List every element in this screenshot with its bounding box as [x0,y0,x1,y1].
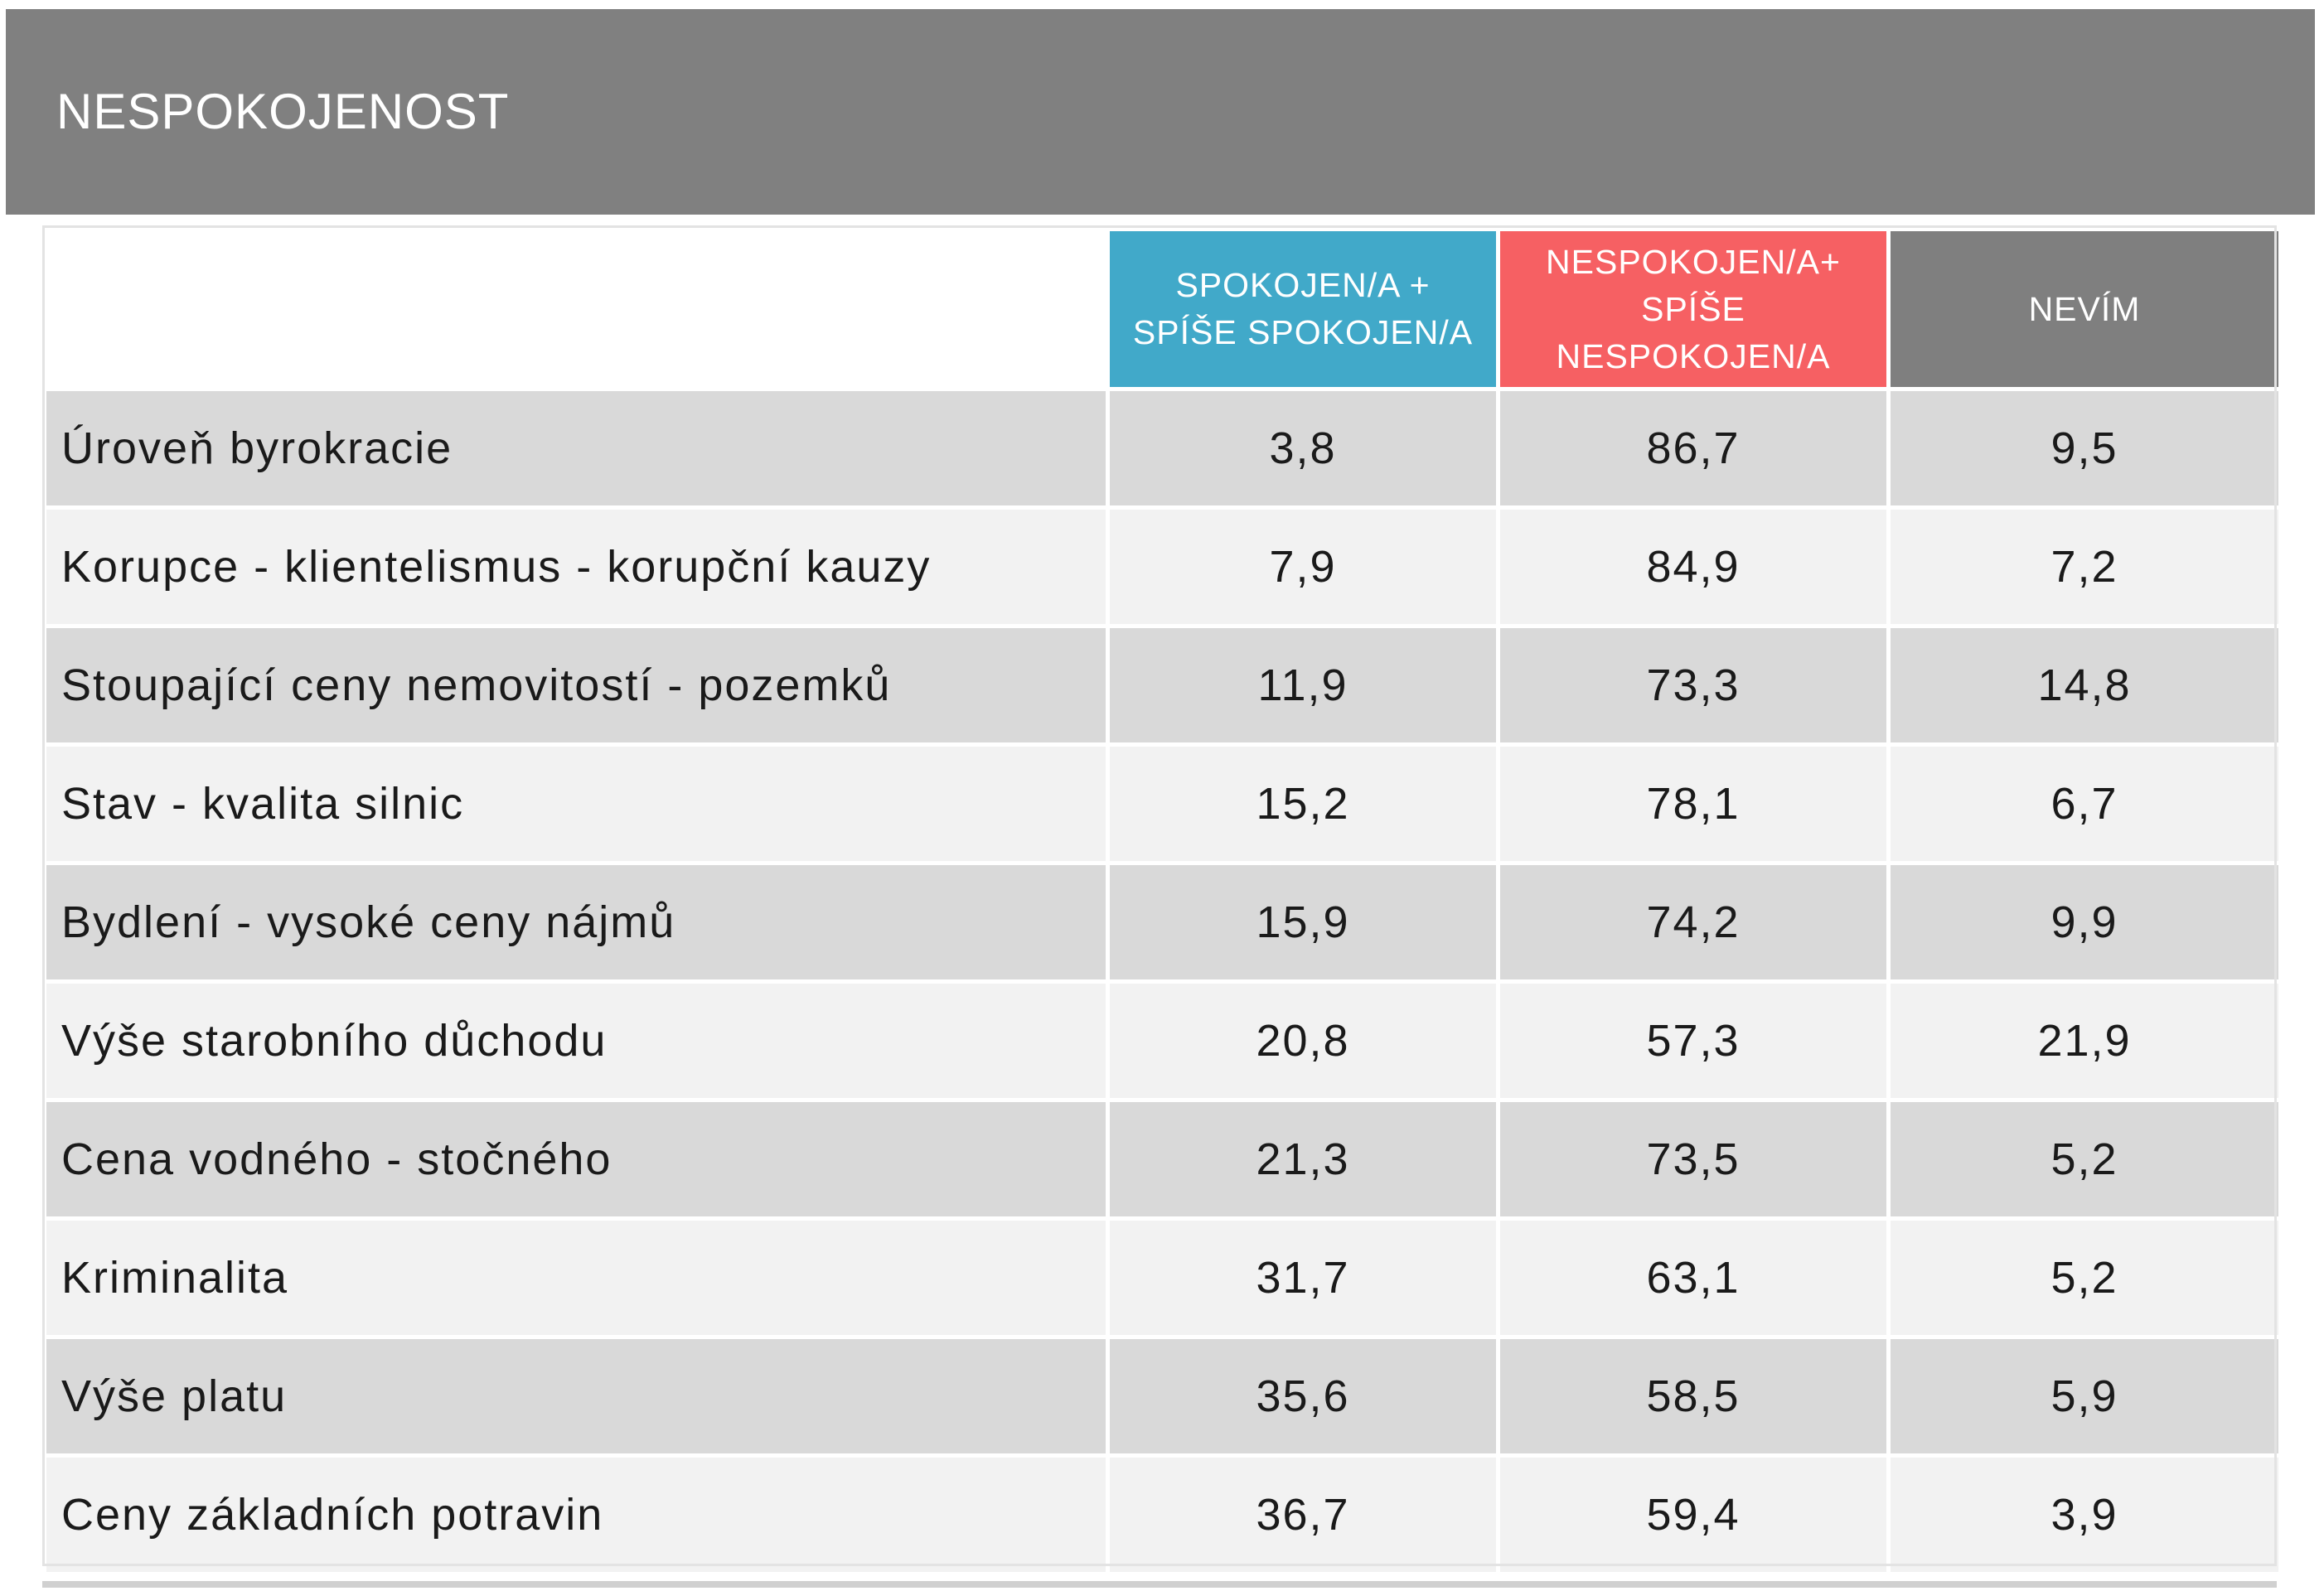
cell-value: 6,7 [1891,747,2278,861]
table-row: Kriminalita 31,7 63,1 5,2 [46,1221,2278,1335]
cell-value: 63,1 [1500,1221,1886,1335]
title: NESPOKOJENOST [56,84,510,139]
cell-value: 73,3 [1500,628,1886,742]
table-row: Stav - kvalita silnic 15,2 78,1 6,7 [46,747,2278,861]
cell-value: 11,9 [1110,628,1496,742]
row-label: Výše platu [46,1339,1106,1453]
cell-value: 7,2 [1891,510,2278,624]
table-body: Úroveň byrokracie 3,8 86,7 9,5 Korupce - kli… [46,391,2278,1572]
cell-value: 5,2 [1891,1221,2278,1335]
cell-value: 15,2 [1110,747,1496,861]
row-label: Ceny základních potravin [46,1458,1106,1572]
table-row: Ceny základních potravin 36,7 59,4 3,9 [46,1458,2278,1572]
cell-value: 31,7 [1110,1221,1496,1335]
cell-value: 57,3 [1500,984,1886,1098]
cell-value: 3,9 [1891,1458,2278,1572]
cell-value: 14,8 [1891,628,2278,742]
cell-value: 78,1 [1500,747,1886,861]
table-row: Cena vodného - stočného 21,3 73,5 5,2 [46,1102,2278,1216]
cell-value: 86,7 [1500,391,1886,505]
cell-value: 73,5 [1500,1102,1886,1216]
cell-value: 36,7 [1110,1458,1496,1572]
row-label: Kriminalita [46,1221,1106,1335]
cell-value: 35,6 [1110,1339,1496,1453]
title-bar: NESPOKOJENOST [6,9,2315,215]
cell-value: 84,9 [1500,510,1886,624]
header-blank [46,231,1106,387]
column-header: NEVÍM [1891,231,2278,387]
table-row: Korupce - klientelismus - korupční kauzy… [46,510,2278,624]
table-row: Výše starobního důchodu 20,8 57,3 21,9 [46,984,2278,1098]
row-label: Stav - kvalita silnic [46,747,1106,861]
table-row: Stoupající ceny nemovitostí - pozemků 11,… [46,628,2278,742]
cell-value: 21,9 [1891,984,2278,1098]
row-label: Bydlení - vysoké ceny nájmů [46,865,1106,979]
bottom-rule [42,1581,2277,1588]
row-label: Výše starobního důchodu [46,984,1106,1098]
cell-value: 74,2 [1500,865,1886,979]
row-label: Cena vodného - stočného [46,1102,1106,1216]
cell-value: 21,3 [1110,1102,1496,1216]
cell-value: 9,5 [1891,391,2278,505]
cell-value: 5,9 [1891,1339,2278,1453]
cell-value: 9,9 [1891,865,2278,979]
cell-value: 20,8 [1110,984,1496,1098]
row-label: Úroveň byrokracie [46,391,1106,505]
column-header: SPOKOJEN/A + SPÍŠE SPOKOJEN/A [1110,231,1496,387]
cell-value: 59,4 [1500,1458,1886,1572]
header-row: SPOKOJEN/A + SPÍŠE SPOKOJEN/A NESPOKOJEN… [46,231,2278,387]
cell-value: 7,9 [1110,510,1496,624]
row-label: Stoupající ceny nemovitostí - pozemků [46,628,1106,742]
row-label: Korupce - klientelismus - korupční kauzy [46,510,1106,624]
cell-value: 3,8 [1110,391,1496,505]
table-row: Výše platu 35,6 58,5 5,9 [46,1339,2278,1453]
cell-value: 5,2 [1891,1102,2278,1216]
column-header: NESPOKOJEN/A+ SPÍŠE NESPOKOJEN/A [1500,231,1886,387]
cell-value: 58,5 [1500,1339,1886,1453]
table-row: Úroveň byrokracie 3,8 86,7 9,5 [46,391,2278,505]
cell-value: 15,9 [1110,865,1496,979]
table-row: Bydlení - vysoké ceny nájmů 15,9 74,2 9,9 [46,865,2278,979]
results-table: SPOKOJEN/A + SPÍŠE SPOKOJEN/A NESPOKOJEN… [42,227,2283,1576]
